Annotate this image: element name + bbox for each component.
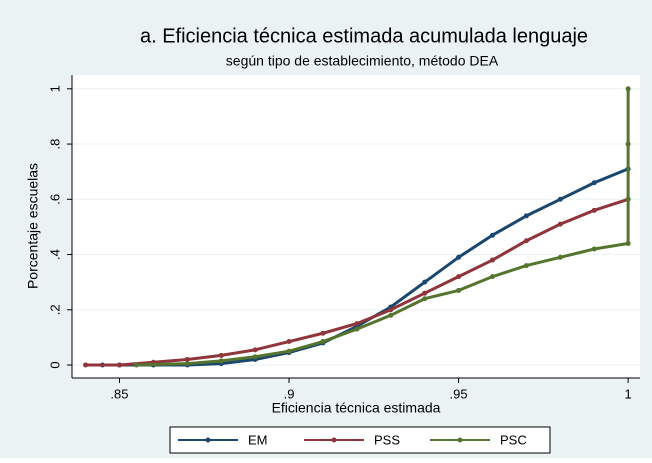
legend-marker — [331, 437, 337, 443]
point — [456, 254, 462, 260]
point — [218, 358, 224, 364]
point — [625, 196, 631, 202]
point — [388, 312, 394, 318]
x-tick-label: 1 — [625, 386, 632, 401]
point — [286, 348, 292, 354]
point — [523, 213, 529, 219]
x-tick-label: .95 — [450, 386, 468, 401]
chart-title: a. Eficiencia técnica estimada acumulada… — [140, 25, 588, 47]
point — [625, 240, 631, 246]
legend-label: PSS — [374, 432, 400, 447]
point — [320, 339, 326, 345]
point — [456, 274, 462, 280]
series-line — [136, 88, 630, 367]
legend-label: PSC — [500, 432, 527, 447]
point — [422, 296, 428, 302]
point — [523, 263, 529, 269]
point — [557, 254, 563, 260]
point — [591, 207, 597, 213]
point — [489, 232, 495, 238]
point — [388, 307, 394, 313]
point — [523, 238, 529, 244]
point — [354, 326, 360, 332]
point — [557, 221, 563, 227]
point — [489, 274, 495, 280]
point — [184, 361, 190, 367]
point — [320, 330, 326, 336]
point — [116, 362, 122, 368]
legend-marker — [205, 437, 211, 443]
point — [625, 141, 631, 147]
y-tick-label: .4 — [47, 249, 62, 260]
point — [422, 279, 428, 285]
point — [456, 287, 462, 293]
point — [591, 246, 597, 252]
x-tick-label: .85 — [110, 386, 128, 401]
chart-subtitle: según tipo de establecimiento, método DE… — [226, 53, 499, 69]
y-tick-label: .6 — [47, 194, 62, 205]
y-tick-label: .2 — [47, 304, 62, 315]
point — [252, 354, 258, 360]
point — [286, 339, 292, 345]
x-axis-label: Eficiencia técnica estimada — [272, 400, 441, 416]
x-tick-label: .9 — [284, 386, 295, 401]
y-tick-label: 1 — [47, 85, 62, 92]
point — [218, 352, 224, 358]
point — [354, 321, 360, 327]
point — [422, 290, 428, 296]
point — [489, 257, 495, 263]
point — [133, 362, 139, 368]
legend-marker — [457, 437, 463, 443]
point — [625, 86, 631, 92]
y-axis-label: Porcentaje escuelas — [25, 163, 41, 289]
point — [591, 180, 597, 186]
legend-label: EM — [248, 432, 268, 447]
point — [252, 347, 258, 353]
point — [557, 196, 563, 202]
point — [83, 362, 89, 368]
y-tick-label: .8 — [47, 139, 62, 150]
y-tick-label: 0 — [47, 361, 62, 368]
point — [184, 356, 190, 362]
